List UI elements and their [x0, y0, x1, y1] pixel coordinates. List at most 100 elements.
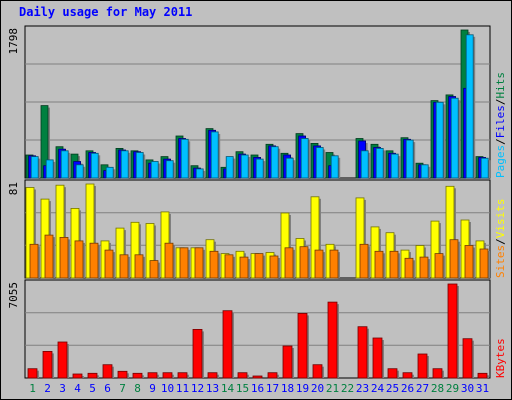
bar-pages-day-21 — [330, 155, 339, 179]
x-tick-label-10: 10 — [161, 382, 174, 395]
x-tick-label-30: 30 — [461, 382, 474, 395]
bar-sites-day-13 — [209, 250, 219, 279]
bar-sites-day-20 — [314, 249, 324, 279]
bar-sites-day-5 — [89, 242, 99, 279]
legend-entry-0: KBytes — [494, 338, 507, 378]
bar-pages-day-20 — [315, 147, 324, 179]
bar-sites-day-7 — [119, 254, 129, 279]
bar-kbytes-day-1 — [27, 368, 38, 379]
x-tick-label-21: 21 — [326, 382, 339, 395]
bar-pages-day-26 — [405, 139, 414, 179]
legend-entry-3: / — [494, 99, 507, 106]
bar-pages-day-13 — [210, 131, 219, 179]
x-tick-label-16: 16 — [251, 382, 264, 395]
x-tick-label-2: 2 — [44, 382, 51, 395]
bar-sites-day-14 — [224, 254, 234, 279]
x-tick-label-24: 24 — [371, 382, 385, 395]
x-tick-label-18: 18 — [281, 382, 294, 395]
x-tick-label-20: 20 — [311, 382, 324, 395]
legend-entry-2: Visits — [494, 199, 507, 239]
y-max-label-hits-files-pages: 1798 — [7, 28, 20, 55]
bar-sites-day-9 — [149, 260, 159, 279]
bar-pages-day-18 — [285, 157, 294, 179]
bar-sites-day-30 — [464, 245, 474, 279]
bar-sites-day-29 — [449, 239, 459, 279]
legend-entry-1: / — [494, 238, 507, 245]
x-tick-label-29: 29 — [446, 382, 459, 395]
bar-pages-day-8 — [135, 152, 144, 179]
bar-sites-day-17 — [269, 255, 279, 279]
x-tick-label-17: 17 — [266, 382, 279, 395]
bar-kbytes-day-19 — [297, 312, 308, 379]
bar-kbytes-day-25 — [387, 368, 398, 379]
bar-kbytes-day-5 — [87, 372, 98, 379]
bar-pages-day-19 — [300, 138, 309, 179]
bar-sites-day-2 — [44, 234, 54, 279]
bar-pages-day-11 — [180, 138, 189, 179]
bar-pages-day-25 — [390, 153, 399, 179]
x-tick-label-27: 27 — [416, 382, 429, 395]
bar-kbytes-day-15 — [237, 372, 248, 379]
bar-pages-day-4 — [75, 164, 84, 179]
bar-sites-day-11 — [179, 247, 189, 279]
x-tick-label-22: 22 — [341, 382, 354, 395]
bar-kbytes-day-4 — [72, 373, 83, 379]
x-tick-label-1: 1 — [29, 382, 36, 395]
legend-kbytes: KBytes — [494, 338, 507, 378]
bar-sites-day-18 — [284, 247, 294, 279]
x-tick-label-6: 6 — [104, 382, 111, 395]
x-tick-label-25: 25 — [386, 382, 399, 395]
bar-kbytes-day-13 — [207, 372, 218, 379]
bar-pages-day-16 — [255, 158, 264, 179]
y-max-label-sites-visits: 81 — [7, 182, 20, 195]
bar-kbytes-day-9 — [147, 372, 158, 379]
bar-kbytes-day-17 — [267, 372, 278, 379]
bar-kbytes-day-16 — [252, 375, 263, 379]
bar-pages-day-2 — [45, 159, 54, 179]
bar-sites-day-26 — [404, 257, 414, 279]
bar-kbytes-day-23 — [357, 326, 368, 379]
x-tick-label-23: 23 — [356, 382, 369, 395]
bar-kbytes-day-14 — [222, 310, 233, 379]
legend-entry-4: Hits — [494, 72, 507, 99]
bar-sites-day-28 — [434, 253, 444, 279]
bar-kbytes-day-28 — [432, 368, 443, 379]
bar-sites-day-3 — [59, 236, 69, 279]
bar-kbytes-day-26 — [402, 372, 413, 379]
bar-kbytes-day-2 — [42, 350, 53, 379]
bar-pages-day-3 — [60, 150, 69, 179]
bar-kbytes-day-8 — [132, 372, 143, 379]
bar-kbytes-day-11 — [177, 372, 188, 379]
x-tick-label-12: 12 — [191, 382, 204, 395]
x-tick-label-9: 9 — [149, 382, 156, 395]
x-tick-label-28: 28 — [431, 382, 444, 395]
bar-sites-day-6 — [104, 249, 114, 279]
bar-kbytes-day-20 — [312, 364, 323, 379]
bar-pages-day-30 — [465, 34, 474, 179]
bar-sites-day-12 — [194, 247, 204, 279]
bar-kbytes-day-12 — [192, 328, 203, 379]
bar-sites-day-31 — [479, 248, 489, 279]
bar-sites-day-23 — [359, 243, 369, 279]
bar-pages-day-29 — [450, 97, 459, 179]
bar-pages-day-15 — [240, 154, 249, 179]
y-max-label-kbytes: 7055 — [7, 282, 20, 309]
x-tick-label-5: 5 — [89, 382, 96, 395]
bar-kbytes-day-18 — [282, 345, 293, 379]
bar-kbytes-day-6 — [102, 364, 113, 379]
x-tick-label-19: 19 — [296, 382, 309, 395]
bar-sites-day-4 — [74, 240, 84, 279]
bar-kbytes-day-27 — [417, 353, 428, 379]
x-tick-label-15: 15 — [236, 382, 249, 395]
bar-pages-day-9 — [150, 161, 159, 179]
bar-sites-day-16 — [254, 253, 264, 279]
legend-entry-2: Files — [494, 105, 507, 138]
bar-sites-day-25 — [389, 250, 399, 279]
x-tick-label-13: 13 — [206, 382, 219, 395]
bar-pages-day-28 — [435, 101, 444, 179]
bar-pages-day-7 — [120, 150, 129, 179]
legend-hits-files-pages: Pages/Files/Hits — [494, 72, 507, 178]
bar-pages-day-24 — [375, 147, 384, 179]
x-tick-label-14: 14 — [221, 382, 235, 395]
